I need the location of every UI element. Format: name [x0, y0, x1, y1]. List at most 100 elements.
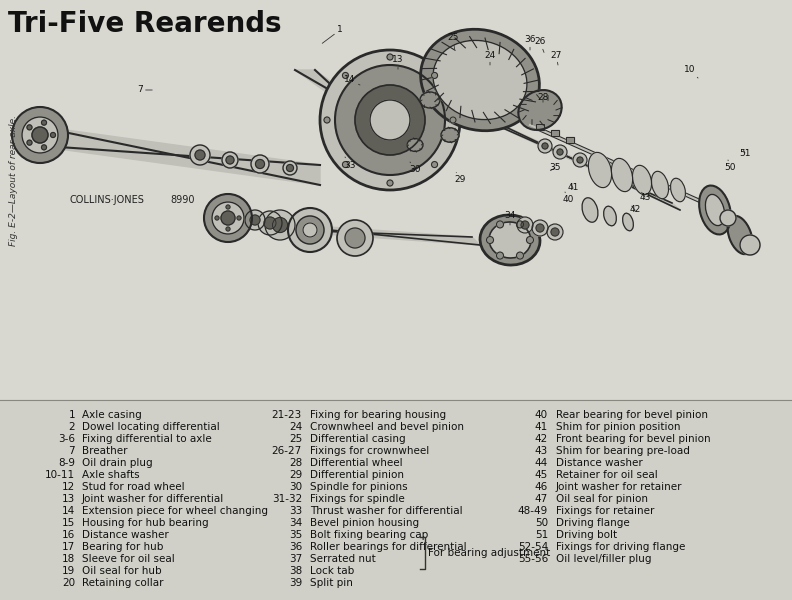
- Text: 33: 33: [345, 157, 356, 169]
- Ellipse shape: [407, 139, 423, 151]
- Circle shape: [432, 73, 437, 79]
- Text: 51: 51: [739, 148, 751, 157]
- Text: Bolt fixing bearing cap: Bolt fixing bearing cap: [310, 530, 428, 540]
- Bar: [566, 137, 574, 143]
- Text: 3-6: 3-6: [58, 434, 75, 444]
- Circle shape: [387, 180, 393, 186]
- Circle shape: [521, 221, 529, 229]
- Circle shape: [287, 164, 294, 172]
- Circle shape: [740, 235, 760, 255]
- Text: 52-54: 52-54: [518, 542, 548, 552]
- Polygon shape: [230, 220, 480, 245]
- Circle shape: [237, 216, 241, 220]
- Circle shape: [51, 133, 55, 137]
- Text: 38: 38: [289, 566, 302, 576]
- Circle shape: [215, 216, 219, 220]
- Text: Differential casing: Differential casing: [310, 434, 406, 444]
- Text: Retainer for oil seal: Retainer for oil seal: [556, 470, 657, 480]
- Text: Differential pinion: Differential pinion: [310, 470, 404, 480]
- Text: COLLINS·JONES: COLLINS·JONES: [70, 195, 145, 205]
- Text: Split pin: Split pin: [310, 578, 353, 588]
- Ellipse shape: [699, 185, 731, 235]
- Text: Roller bearings for differential: Roller bearings for differential: [310, 542, 466, 552]
- Circle shape: [432, 161, 437, 167]
- Text: 34: 34: [505, 211, 516, 225]
- Text: Bevel pinion housing: Bevel pinion housing: [310, 518, 419, 528]
- Text: Crownwheel and bevel pinion: Crownwheel and bevel pinion: [310, 422, 464, 432]
- Text: 36: 36: [289, 542, 302, 552]
- Text: Axle casing: Axle casing: [82, 410, 142, 420]
- Circle shape: [195, 150, 205, 160]
- Text: 41: 41: [535, 422, 548, 432]
- Text: 30: 30: [289, 482, 302, 492]
- Circle shape: [251, 155, 269, 173]
- Circle shape: [221, 211, 235, 225]
- Circle shape: [256, 160, 265, 169]
- Text: 29: 29: [455, 172, 466, 185]
- Circle shape: [577, 157, 583, 163]
- Text: 13: 13: [392, 55, 404, 69]
- Circle shape: [370, 100, 410, 140]
- Ellipse shape: [604, 206, 616, 226]
- Circle shape: [288, 208, 332, 252]
- Circle shape: [497, 221, 504, 228]
- Text: 20: 20: [62, 578, 75, 588]
- Text: Fixings for spindle: Fixings for spindle: [310, 494, 405, 504]
- Text: 16: 16: [62, 530, 75, 540]
- Circle shape: [551, 228, 559, 236]
- Text: Oil seal for hub: Oil seal for hub: [82, 566, 162, 576]
- Text: 40: 40: [562, 192, 573, 205]
- Bar: [536, 124, 544, 130]
- Text: 24: 24: [289, 422, 302, 432]
- Circle shape: [450, 117, 456, 123]
- Text: 10-11: 10-11: [45, 470, 75, 480]
- Ellipse shape: [623, 213, 634, 231]
- Circle shape: [342, 161, 348, 167]
- Text: 7: 7: [137, 85, 152, 94]
- Bar: [551, 130, 559, 136]
- Circle shape: [532, 220, 548, 236]
- Text: Shim for pinion position: Shim for pinion position: [556, 422, 680, 432]
- Text: 21-23: 21-23: [272, 410, 302, 420]
- Circle shape: [516, 221, 524, 228]
- Text: 46: 46: [535, 482, 548, 492]
- Text: Oil level/filler plug: Oil level/filler plug: [556, 554, 652, 564]
- Text: Rear bearing for bevel pinion: Rear bearing for bevel pinion: [556, 410, 708, 420]
- Bar: [536, 124, 544, 130]
- Text: Retaining collar: Retaining collar: [82, 578, 163, 588]
- Text: Thrust washer for differential: Thrust washer for differential: [310, 506, 463, 516]
- Circle shape: [553, 145, 567, 159]
- Text: 2: 2: [68, 422, 75, 432]
- Ellipse shape: [480, 215, 540, 265]
- Text: 42: 42: [535, 434, 548, 444]
- Circle shape: [41, 145, 47, 150]
- Ellipse shape: [582, 198, 598, 222]
- Text: Spindle for pinions: Spindle for pinions: [310, 482, 408, 492]
- Text: 8990: 8990: [170, 195, 195, 205]
- Circle shape: [542, 143, 548, 149]
- Circle shape: [337, 220, 373, 256]
- Ellipse shape: [728, 216, 752, 254]
- Circle shape: [538, 139, 552, 153]
- Circle shape: [516, 252, 524, 259]
- Ellipse shape: [441, 128, 459, 142]
- Bar: [566, 137, 574, 143]
- Polygon shape: [295, 70, 390, 130]
- Circle shape: [245, 210, 265, 230]
- Circle shape: [212, 202, 244, 234]
- Text: Oil drain plug: Oil drain plug: [82, 458, 153, 468]
- Circle shape: [720, 210, 736, 226]
- Text: For bearing adjustment: For bearing adjustment: [428, 548, 550, 558]
- Text: 37: 37: [289, 554, 302, 564]
- Text: 44: 44: [535, 458, 548, 468]
- Text: Fixings for driving flange: Fixings for driving flange: [556, 542, 685, 552]
- Text: 24: 24: [485, 50, 496, 65]
- Text: 42: 42: [630, 205, 641, 214]
- Text: Fixing for bearing housing: Fixing for bearing housing: [310, 410, 446, 420]
- Circle shape: [250, 215, 260, 225]
- Circle shape: [283, 161, 297, 175]
- Circle shape: [527, 236, 534, 244]
- Circle shape: [27, 140, 32, 145]
- Text: 34: 34: [289, 518, 302, 528]
- Ellipse shape: [671, 178, 685, 202]
